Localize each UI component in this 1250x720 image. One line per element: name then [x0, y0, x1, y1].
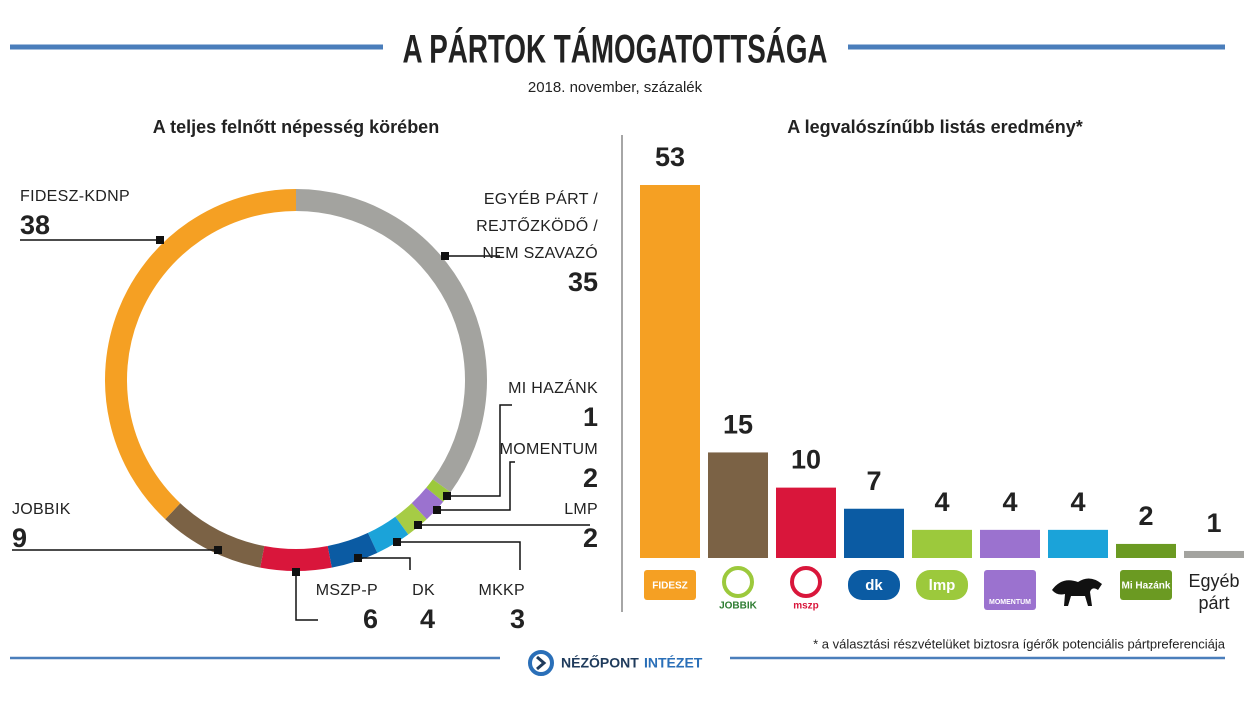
- logo: [644, 570, 696, 600]
- title: A PÁRTOK TÁMOGATOTTSÁGA: [403, 27, 828, 72]
- bar: [912, 529, 972, 558]
- category-label: MOMENTUM: [499, 441, 598, 458]
- logo: [790, 566, 822, 598]
- leader-marker: [156, 236, 164, 244]
- brand-logo: [536, 655, 547, 671]
- donut-label: MI HAZÁNK 1: [508, 375, 598, 432]
- value-label: 1: [1206, 508, 1221, 538]
- leader-marker: [393, 538, 401, 546]
- value-label: 1: [582, 402, 598, 432]
- brand: INTÉZET: [644, 655, 703, 671]
- bar: [1116, 543, 1176, 558]
- value-label: 9: [12, 523, 28, 553]
- logo-text: JOBBIK: [719, 601, 758, 612]
- value-label: 38: [20, 210, 51, 240]
- donut-label: MSZP-P 6: [316, 577, 378, 634]
- bar: [1048, 529, 1108, 558]
- logo-text: lmp: [929, 577, 956, 594]
- donut-segment: [295, 189, 487, 493]
- leader-line: [437, 461, 515, 511]
- chart-title: A legvalószínűbb listás eredmény*: [787, 117, 1082, 137]
- donut-label: EGYÉB PÁRT / REJTŐZKÖDŐ / NEM SZAVAZÓ 35: [476, 186, 598, 297]
- value-label: 4: [1002, 487, 1017, 517]
- logo: [916, 570, 968, 600]
- value-label: 15: [723, 410, 753, 440]
- value-label: 35: [567, 267, 598, 297]
- value-label: 2: [582, 523, 598, 553]
- leader-line: [397, 541, 521, 570]
- logo-text: MOMENTUM: [989, 599, 1031, 606]
- bar: [640, 185, 700, 558]
- category-label: MI HAZÁNK: [508, 380, 598, 397]
- logo: [848, 570, 900, 600]
- donut-label: MKKP 3: [478, 577, 525, 634]
- leader-marker: [292, 568, 300, 576]
- leader-marker: [354, 554, 362, 562]
- logo: [1120, 570, 1172, 600]
- bar: [708, 452, 768, 558]
- donut-segment: [395, 503, 427, 535]
- category-label: Egyéb párt: [1188, 571, 1240, 613]
- donut-label: FIDESZ-KDNP 38: [20, 183, 130, 240]
- category-label: JOBBIK: [12, 501, 71, 518]
- donut-label: DK 4: [412, 577, 435, 634]
- bar: [844, 508, 904, 558]
- bar: [776, 487, 836, 558]
- logo: [1052, 578, 1102, 606]
- leader-marker: [443, 492, 451, 500]
- donut-segment: [327, 532, 378, 568]
- category-label: MSZP-P: [315, 582, 378, 599]
- category-label: EGYÉB PÁRT / REJTŐZKÖDŐ / NEM SZAVAZÓ: [476, 191, 598, 262]
- leader-line: [358, 557, 411, 570]
- value-label: 2: [1138, 501, 1153, 531]
- category-label: DK: [412, 582, 435, 599]
- category-label: FIDESZ-KDNP: [20, 188, 130, 205]
- value-label: 2: [582, 463, 598, 493]
- value-label: 4: [1070, 487, 1085, 517]
- donut-segment: [411, 487, 444, 520]
- leader-marker: [414, 521, 422, 529]
- donut-label: MOMENTUM 2: [500, 436, 598, 493]
- donut-label: JOBBIK 9: [12, 496, 71, 553]
- logo-text: dk: [865, 577, 883, 594]
- value-label: 3: [509, 604, 525, 634]
- brand: NÉZŐPONT: [561, 654, 639, 671]
- logo-text: mszp: [793, 601, 819, 612]
- subtitle: 2018. november, százalék: [528, 79, 703, 96]
- leader-line: [447, 404, 512, 497]
- value-label: 10: [791, 445, 821, 475]
- value-label: 6: [362, 604, 378, 634]
- leader-marker: [441, 252, 449, 260]
- chart-title: A teljes felnőtt népesség körében: [153, 117, 439, 137]
- logo: [722, 566, 754, 598]
- donut-segment: [260, 545, 332, 571]
- donut-label: LMP 2: [564, 496, 598, 553]
- brand-logo: [528, 650, 554, 676]
- bar: [1184, 550, 1244, 558]
- logo-text: FIDESZ: [652, 581, 688, 592]
- donut-segment: [165, 503, 265, 568]
- category-label: MKKP: [478, 582, 525, 599]
- leader-line: [295, 572, 318, 621]
- donut-segment: [367, 516, 409, 553]
- bar: [980, 529, 1040, 558]
- logo: [984, 570, 1036, 610]
- value-label: 4: [419, 604, 435, 634]
- logo-text: Mi Hazánk: [1122, 581, 1171, 592]
- leader-marker: [433, 506, 441, 514]
- donut-segment: [105, 189, 297, 520]
- leader-marker: [214, 546, 222, 554]
- value-label: 7: [866, 466, 881, 496]
- note: * a választási részvételüket biztosra íg…: [813, 636, 1226, 651]
- donut-segment: [426, 479, 451, 502]
- value-label: 53: [655, 142, 685, 172]
- value-label: 4: [934, 487, 949, 517]
- category-label: LMP: [564, 501, 598, 518]
